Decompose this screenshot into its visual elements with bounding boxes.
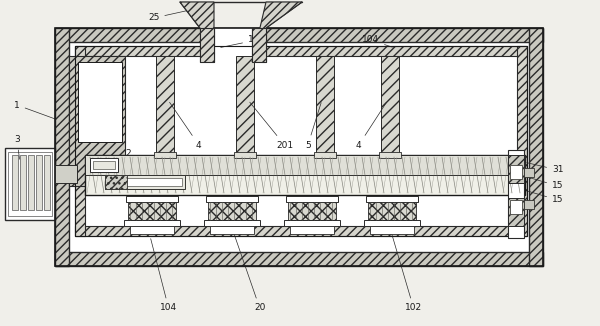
Bar [20,155,26,210]
Bar [126,196,178,202]
Bar [368,202,416,220]
Bar [55,28,69,266]
Bar [44,155,50,210]
Bar [206,196,258,202]
Polygon shape [180,2,214,62]
Bar [510,165,522,179]
Text: 15: 15 [527,177,563,190]
Bar [12,155,18,210]
Text: 101: 101 [221,36,265,48]
Bar [214,28,252,62]
Bar [364,220,420,226]
Bar [130,226,174,234]
Bar [75,46,527,56]
Text: 25: 25 [148,11,187,22]
Bar [128,202,176,220]
Bar [210,226,254,234]
Bar [284,220,340,226]
Bar [204,220,260,226]
Bar [370,226,414,234]
Bar [252,28,266,62]
Bar [108,178,182,186]
Bar [200,28,214,62]
Text: 3: 3 [14,136,20,159]
Bar [55,28,543,266]
Bar [85,155,525,175]
Bar [236,56,254,155]
Bar [105,175,127,189]
Text: 104: 104 [151,239,177,313]
Bar [288,202,336,220]
Bar [381,56,399,155]
Text: 2: 2 [112,149,131,161]
Bar [234,152,256,158]
Bar [75,46,527,236]
Bar [5,148,55,220]
Bar [208,202,256,220]
Bar [36,155,42,210]
Bar [55,28,543,42]
Bar [93,161,115,169]
Bar [286,196,338,202]
Bar [78,62,122,142]
Bar [55,28,543,266]
Bar [75,226,527,236]
Bar [55,252,543,266]
Text: 104: 104 [362,36,392,47]
Polygon shape [252,2,302,62]
Bar [524,168,534,177]
Bar [90,158,118,172]
Text: 4: 4 [170,102,202,150]
Bar [124,220,180,226]
Bar [314,152,336,158]
Bar [529,28,543,266]
Bar [508,150,524,238]
Bar [85,155,525,195]
Bar [510,200,522,214]
Bar [366,196,418,202]
Text: 20: 20 [233,230,265,313]
Bar [55,165,77,183]
Bar [69,56,125,186]
Bar [75,46,527,236]
Bar [508,155,524,183]
Text: 102: 102 [391,231,422,313]
Bar [28,155,34,210]
Bar [524,200,534,209]
Text: 6: 6 [111,178,224,190]
Text: 31: 31 [527,163,563,174]
Text: 15: 15 [527,191,563,204]
Bar [8,152,52,216]
Bar [75,46,85,236]
Bar [290,226,334,234]
Bar [156,56,174,155]
Text: 5: 5 [305,103,321,150]
Text: 1: 1 [14,100,55,119]
Bar [508,198,524,226]
Bar [154,152,176,158]
Text: 201: 201 [250,102,293,150]
Bar [379,152,401,158]
Text: 4: 4 [356,102,386,150]
Bar [517,46,527,236]
Bar [105,175,185,189]
Bar [316,56,334,155]
